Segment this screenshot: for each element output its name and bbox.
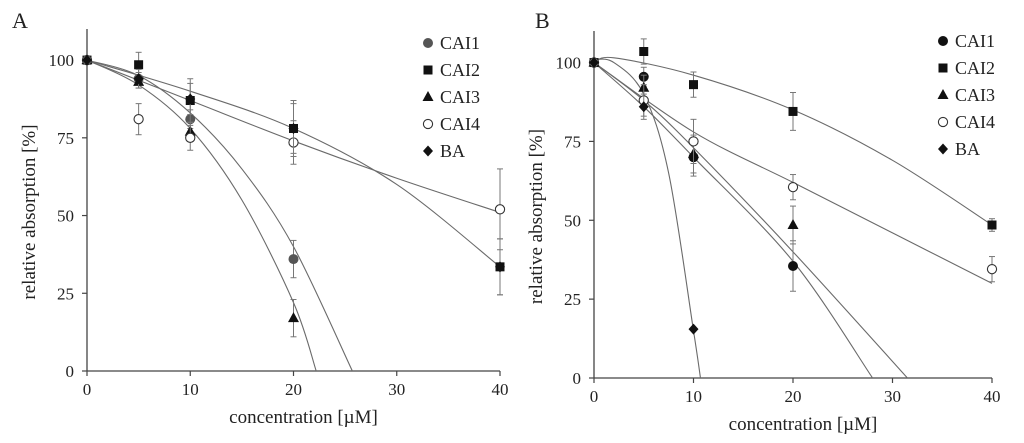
panel-a-x-tick-label: 20 [285,380,302,399]
panel-a-cai4-point [133,114,144,125]
panel-b-x-tick-label: 10 [685,387,702,406]
panel-b-cai4-point [986,264,998,275]
panel-a-label: A [12,8,28,33]
panel-b-cai3-point [787,219,799,230]
panel-b-fit-cai2 [594,56,993,226]
panel-a-ba-point [495,261,505,273]
panel-b-y-tick-label: 100 [556,54,582,73]
panel-b-x-tick-label: 30 [884,387,901,406]
panel-a-legend-label-ba: BA [440,141,465,161]
panel-a-legend-label-cai4: CAI4 [440,114,480,134]
panel-a-ba-point [185,93,196,105]
panel-a-ba-point [288,122,299,134]
panel-b-x-tick-label: 40 [984,387,1001,406]
panel-a-y-tick-label: 75 [57,129,74,148]
panel-b-cai2-point [689,80,698,90]
panel-a-x-tick-label: 30 [388,380,405,399]
panel-b-legend-label-cai1: CAI1 [955,31,995,51]
panel-a-cai2-point [134,60,144,70]
panel-b-legend-marker-cai1 [938,36,948,46]
panel-a-legend-marker-ba [423,145,433,157]
panel-b-x-tick-label: 20 [785,387,802,406]
panel-a-ba-point [82,54,92,66]
panel-b-legend-marker-cai2 [938,63,948,73]
panel-b-legend-label-cai3: CAI3 [955,85,995,105]
panel-a-y-tick-label: 50 [57,207,74,226]
panel-b-x-axis-label: concentration [µM] [729,414,878,435]
panel-a-x-tick-label: 40 [492,380,509,399]
panel-b-y-tick-label: 50 [564,211,581,230]
panel-a-legend-marker-cai2 [423,65,433,75]
panel-b: B 0 10 20 30 40 0 25 50 75 100 concentration [µM] re… [526,8,1001,435]
panel-a-legend-marker-cai1 [423,38,433,48]
panel-b-cai4-point [787,181,799,193]
panel-b-fit-cai1 [594,62,874,378]
panel-a-legend-label-cai3: CAI3 [440,87,480,107]
panel-a-y-tick-label: 100 [49,51,75,70]
panel-b-cai1-point [788,261,798,272]
panel-a-cai1-point [288,254,299,265]
panel-a-y-axis-label: relative absorption [%] [19,124,40,299]
panel-a-x-tick-label: 10 [182,380,199,399]
panel-b-fit-cai3 [594,62,908,378]
panel-b-cai2-point [788,106,798,116]
panel-a-ba-point [133,73,144,85]
panel-b-legend-marker-cai4 [937,116,949,128]
panel-b-ba-point [688,323,699,335]
panel-b-ba-point [589,57,599,69]
panel-b-legend-label-cai2: CAI2 [955,58,995,78]
panel-b-x-tick-label: 0 [590,387,599,406]
panel-a-legend-marker-cai3 [422,91,434,101]
panel-a-legend-label-cai2: CAI2 [440,60,480,80]
panel-b-cai4-point [688,136,699,147]
panel-a: A 0 10 20 30 40 0 25 50 75 100 concentration [µM] re… [12,8,509,428]
panel-b-cai2-point [987,220,997,230]
panel-a-y-tick-label: 0 [66,362,75,381]
panel-b-label: B [535,8,550,33]
panel-b-y-tick-label: 75 [564,132,581,151]
panel-b-legend-label-cai4: CAI4 [955,112,995,132]
panel-a-legend-label-cai1: CAI1 [440,33,480,53]
panel-a-cai4-point [494,204,506,215]
panel-b-y-tick-label: 25 [564,290,581,309]
panel-a-x-axis-label: concentration [µM] [229,407,378,428]
panel-a-cai3-point [288,312,299,323]
panel-b-cai2-point [639,47,649,57]
panel-b-legend-marker-cai3 [937,89,949,99]
panel-a-fit-cai1 [87,59,353,371]
panel-b-legend-marker-ba [938,143,948,155]
panel-b-ba-point [638,101,649,113]
panel-b-y-axis-label: relative absorption [%] [526,129,547,304]
panel-a-x-tick-label: 0 [83,380,92,399]
panel-a-y-tick-label: 25 [57,284,74,303]
panel-a-legend-marker-cai4 [422,118,434,130]
panel-b-y-tick-label: 0 [573,369,582,388]
panel-b-legend-label-ba: BA [955,139,980,159]
panel-a-cai4-point [185,132,196,143]
panel-a-fit-cai3 [87,59,317,371]
